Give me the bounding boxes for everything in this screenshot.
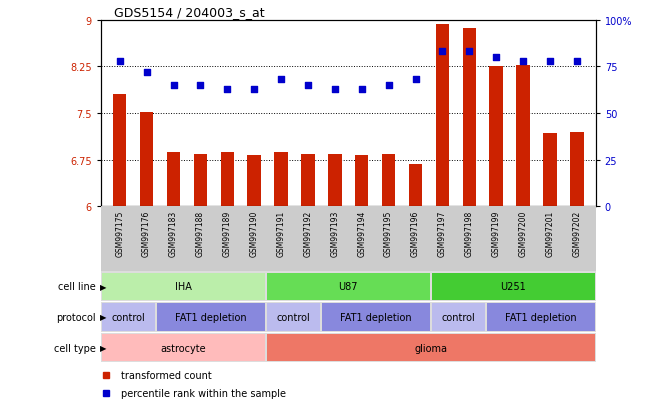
Bar: [432, 304, 485, 331]
Text: transformed count: transformed count: [120, 370, 212, 380]
Bar: [267, 334, 594, 361]
Bar: [267, 304, 320, 331]
Text: ▶: ▶: [100, 343, 107, 352]
Text: GSM997176: GSM997176: [142, 210, 151, 256]
Text: GSM997194: GSM997194: [357, 210, 367, 256]
Text: cell type: cell type: [54, 343, 96, 353]
Text: IHA: IHA: [175, 282, 192, 292]
Bar: [328, 154, 342, 207]
Text: GSM997199: GSM997199: [492, 210, 501, 256]
Bar: [102, 334, 265, 361]
Text: GSM997189: GSM997189: [223, 210, 232, 256]
Bar: [301, 154, 314, 207]
Text: GDS5154 / 204003_s_at: GDS5154 / 204003_s_at: [114, 6, 264, 19]
Text: glioma: glioma: [414, 343, 447, 353]
Point: [222, 86, 232, 93]
Bar: [157, 304, 265, 331]
Text: ▶: ▶: [100, 313, 107, 322]
Point: [491, 55, 501, 61]
Bar: [247, 156, 261, 207]
Bar: [167, 153, 180, 207]
FancyBboxPatch shape: [101, 207, 596, 271]
Point: [195, 83, 206, 89]
Text: FAT1 depletion: FAT1 depletion: [340, 312, 411, 322]
Text: control: control: [111, 312, 145, 322]
Text: astrocyte: astrocyte: [161, 343, 206, 353]
Point: [464, 49, 475, 56]
Text: GSM997202: GSM997202: [572, 210, 581, 256]
Text: GSM997191: GSM997191: [277, 210, 286, 256]
Text: GSM997195: GSM997195: [384, 210, 393, 256]
Text: U251: U251: [501, 282, 526, 292]
Text: FAT1 depletion: FAT1 depletion: [505, 312, 577, 322]
Text: GSM997193: GSM997193: [330, 210, 339, 256]
Text: percentile rank within the sample: percentile rank within the sample: [120, 388, 286, 398]
Bar: [436, 25, 449, 207]
Bar: [194, 155, 207, 207]
Point: [545, 58, 555, 65]
Text: GSM997201: GSM997201: [546, 210, 555, 256]
Bar: [516, 65, 530, 207]
Bar: [102, 304, 155, 331]
Text: cell line: cell line: [58, 282, 96, 292]
Text: GSM997192: GSM997192: [303, 210, 312, 256]
Text: GSM997190: GSM997190: [250, 210, 258, 256]
Point: [115, 58, 125, 65]
Text: GSM997196: GSM997196: [411, 210, 420, 256]
Bar: [570, 133, 583, 207]
Text: GSM997198: GSM997198: [465, 210, 474, 256]
Text: protocol: protocol: [56, 312, 96, 322]
Bar: [274, 153, 288, 207]
Point: [276, 77, 286, 83]
Point: [329, 86, 340, 93]
Text: GSM997188: GSM997188: [196, 210, 205, 256]
Point: [572, 58, 582, 65]
Bar: [102, 273, 265, 300]
Bar: [432, 273, 594, 300]
Text: GSM997183: GSM997183: [169, 210, 178, 256]
Point: [518, 58, 528, 65]
Bar: [463, 29, 476, 207]
Bar: [490, 67, 503, 207]
Bar: [487, 304, 594, 331]
Text: GSM997175: GSM997175: [115, 210, 124, 256]
Bar: [382, 154, 395, 207]
Bar: [543, 134, 557, 207]
Point: [383, 83, 394, 89]
Bar: [409, 165, 422, 207]
Text: control: control: [277, 312, 310, 322]
Text: U87: U87: [339, 282, 358, 292]
Bar: [221, 153, 234, 207]
Point: [141, 69, 152, 76]
Text: ▶: ▶: [100, 282, 107, 291]
Bar: [322, 304, 430, 331]
Text: control: control: [441, 312, 475, 322]
Point: [437, 49, 448, 56]
Text: FAT1 depletion: FAT1 depletion: [175, 312, 247, 322]
Text: GSM997200: GSM997200: [519, 210, 527, 256]
Point: [169, 83, 179, 89]
Point: [249, 86, 259, 93]
Text: GSM997197: GSM997197: [438, 210, 447, 256]
Point: [357, 86, 367, 93]
Point: [410, 77, 421, 83]
Bar: [113, 95, 126, 207]
Bar: [355, 156, 368, 207]
Bar: [140, 112, 154, 207]
Bar: [267, 273, 430, 300]
Point: [303, 83, 313, 89]
